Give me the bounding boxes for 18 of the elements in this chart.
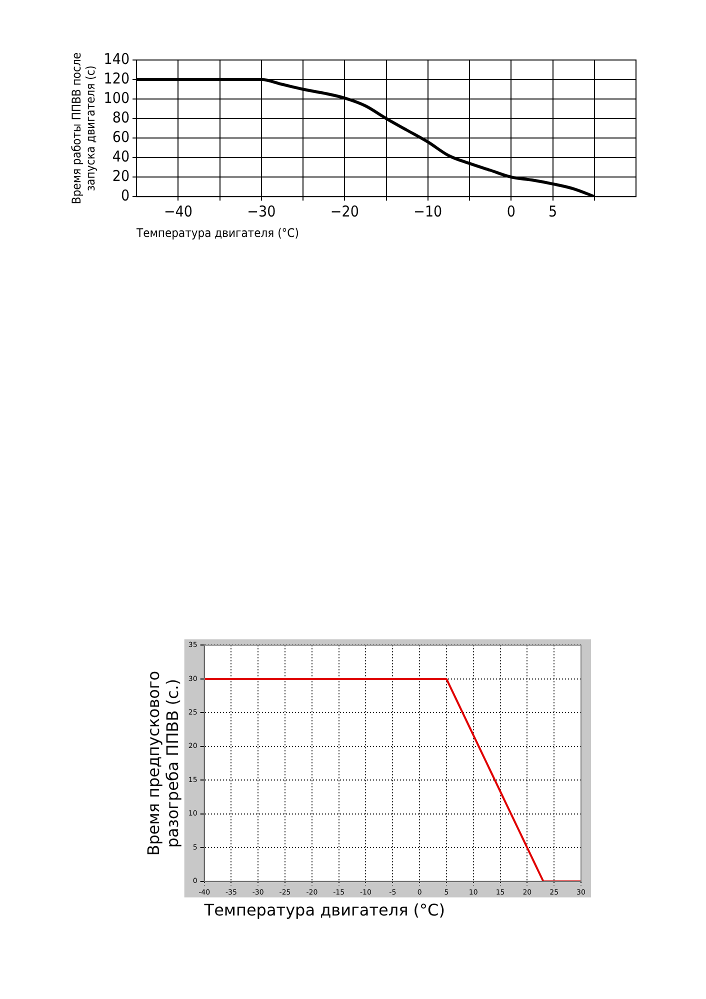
y-tick-label: 100 <box>104 88 130 107</box>
x-tick-label: −30 <box>247 202 276 220</box>
y-tick-label: 80 <box>112 108 130 126</box>
x-tick-label: 5 <box>548 202 558 220</box>
x-axis-title: Температура двигателя (°C) <box>203 900 445 920</box>
y-tick-label: 120 <box>104 69 130 88</box>
x-tick-label: −40 <box>164 202 192 220</box>
y-tick-label: 60 <box>112 128 130 146</box>
x-tick-label: 0 <box>506 202 516 220</box>
x-axis-title: Температура двигателя (°C) <box>136 226 299 240</box>
y-tick-label: 140 <box>104 50 130 68</box>
x-tick-label: −20 <box>330 202 359 220</box>
x-tick-label: −10 <box>414 202 442 220</box>
y-axis-title: Время предпускового разогреба ППВВ (с.) <box>144 670 182 856</box>
y-tick-label: 20 <box>112 166 130 185</box>
y-tick-label: 0 <box>120 186 130 204</box>
y-tick-label: 40 <box>112 147 130 166</box>
y-axis-title: Время работы ППВВ после запуска двигателя (с) <box>69 52 98 204</box>
